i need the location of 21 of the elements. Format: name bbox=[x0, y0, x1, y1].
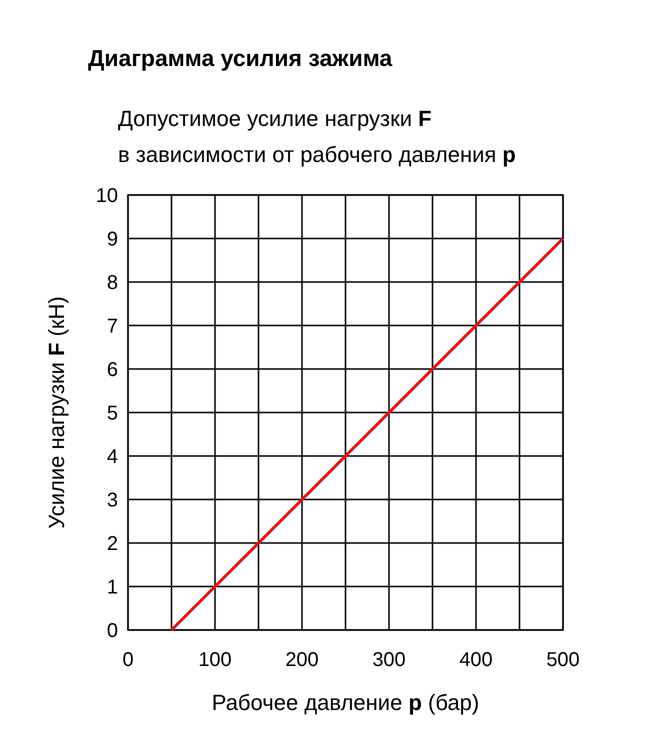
y-tick-label: 1 bbox=[106, 576, 118, 598]
y-tick-label: 6 bbox=[106, 359, 118, 381]
x-tick-label: 300 bbox=[372, 649, 406, 671]
x-tick-label: 200 bbox=[285, 649, 319, 671]
y-tick-label: 8 bbox=[106, 272, 118, 294]
y-axis-title: Усилие нагрузки F (кН) bbox=[44, 296, 69, 529]
y-tick-label: 4 bbox=[106, 446, 118, 468]
x-tick-label: 400 bbox=[459, 649, 493, 671]
y-tick-label: 9 bbox=[106, 228, 118, 250]
y-tick-label: 10 bbox=[96, 185, 118, 207]
x-tick-label: 100 bbox=[198, 649, 232, 671]
x-axis-title: Рабочее давление p (бар) bbox=[212, 690, 480, 715]
y-tick-label: 5 bbox=[106, 402, 118, 424]
y-tick-label: 2 bbox=[106, 533, 118, 555]
y-tick-label: 3 bbox=[106, 490, 118, 512]
text: Допустимое усилие нагрузки F в зависимости от рабочего давления p bbox=[118, 106, 516, 167]
x-tick-label: 0 bbox=[122, 649, 134, 671]
x-tick-label: 500 bbox=[546, 649, 580, 671]
y-tick-label: 7 bbox=[106, 316, 118, 338]
chart-title: Диаграмма усилия зажима bbox=[88, 45, 392, 71]
y-tick-label: 0 bbox=[106, 620, 118, 642]
